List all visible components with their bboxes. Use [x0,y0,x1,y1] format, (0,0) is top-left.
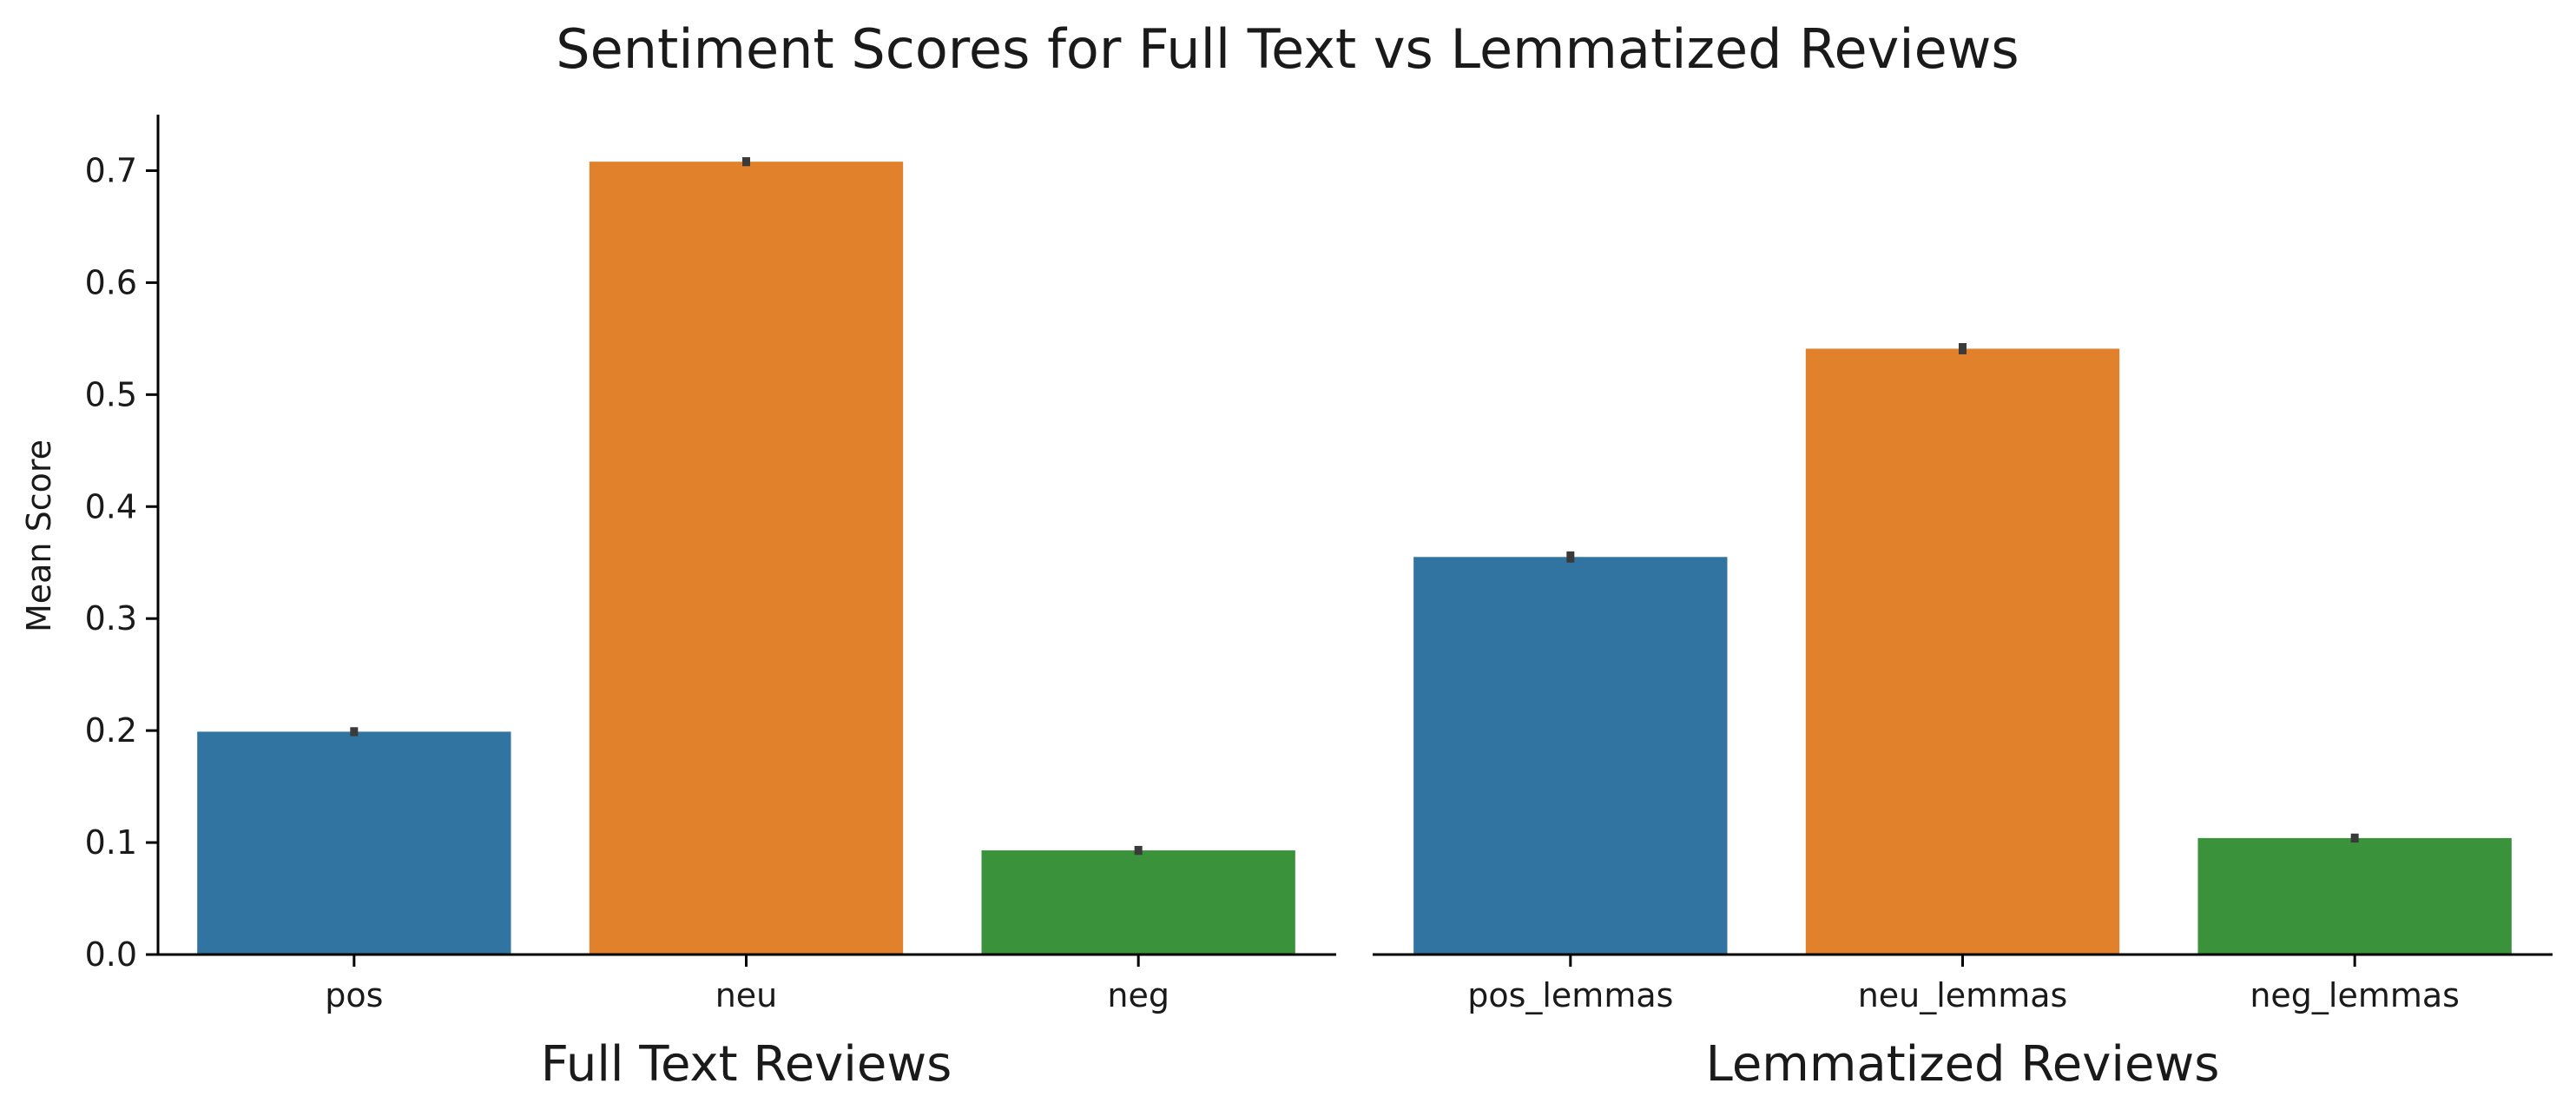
y-tick-label-0.4: 0.4 [85,487,137,525]
x-tick-label-neg: neg [1107,976,1169,1014]
x-tick-label-neg_lemmas: neg_lemmas [2250,976,2460,1014]
y-tick-label-0.0: 0.0 [85,935,137,974]
y-tick-label-0.3: 0.3 [85,599,137,638]
plot-layer: pos neu neg Full Text Reviews pos_lemmas neu_… [85,115,2553,1093]
bar-neu_lemmas [1805,348,2120,955]
chart-title: Sentiment Scores for Full Text vs Lemmat… [556,17,2019,81]
y-tick-label-0.1: 0.1 [85,823,137,862]
bar-neu [589,162,904,955]
x-tick-label-pos: pos [325,976,383,1014]
bar-neg_lemmas [2197,837,2512,955]
x-tick-label-pos_lemmas: pos_lemmas [1467,976,1673,1014]
x-tick-label-neu_lemmas: neu_lemmas [1858,976,2068,1014]
bar-pos [197,731,511,955]
bar-neg [981,850,1295,955]
panel-xlabel-2: Lemmatized Reviews [1706,1036,2220,1093]
y-tick-label-0.7: 0.7 [85,151,137,189]
y-tick-label-0.5: 0.5 [85,375,137,413]
y-axis-label: Mean Score [20,439,58,632]
panel-xlabel-1: Full Text Reviews [541,1036,952,1093]
bar-pos_lemmas [1413,557,1728,955]
y-tick-label-0.2: 0.2 [85,711,137,750]
y-tick-label-0.6: 0.6 [85,263,137,301]
x-tick-label-neu: neu [715,976,778,1014]
